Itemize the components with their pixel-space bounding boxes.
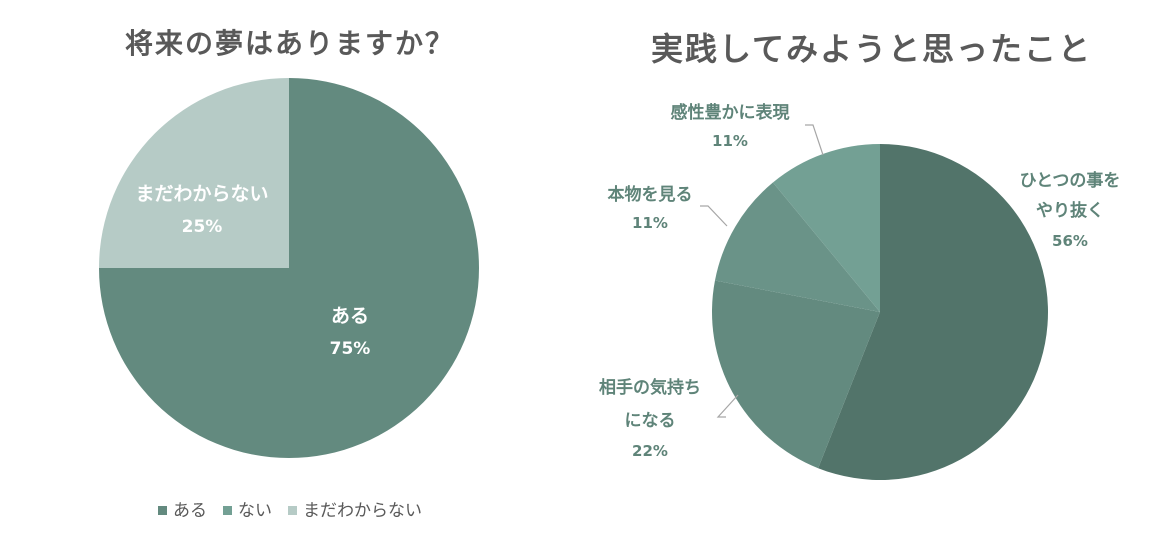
- slice-value-4: 11%: [712, 132, 748, 150]
- slice-value-3: 25%: [182, 217, 223, 237]
- slice-label-2: 相手の気持ち: [599, 377, 701, 398]
- pie-slice-1: [818, 144, 1048, 480]
- chart-left-legend: ある ない まだわからない: [0, 496, 580, 521]
- leader-line-2: [716, 394, 739, 418]
- legend-label: ある: [173, 501, 207, 521]
- legend-item-2: ない: [223, 496, 272, 521]
- slice-label-3: 本物を見る: [608, 184, 693, 205]
- legend-label: ない: [238, 501, 272, 521]
- slice-label-3: まだわからない: [135, 183, 268, 205]
- chart-left-title: 将来の夢はありますか？: [124, 27, 455, 60]
- slice-label-1: ある: [331, 305, 369, 327]
- chart-left-svg: ある 75% まだわからない 25%: [99, 78, 479, 458]
- slice-value-1: 75%: [330, 339, 371, 359]
- slice-label-2: になる: [625, 411, 676, 431]
- pie-slice-2: [712, 280, 880, 469]
- leader-line-3: [700, 205, 728, 227]
- slice-value-2: 22%: [632, 442, 668, 460]
- slice-value-1: 56%: [1052, 232, 1088, 250]
- chart-right-title: 実践してみようと思ったこと: [650, 30, 1093, 68]
- pie-slice-4: [772, 144, 880, 312]
- legend-swatch: [288, 505, 297, 515]
- legend-swatch: [158, 505, 167, 515]
- slice-label-1: やり抜く: [1036, 200, 1104, 221]
- legend-label: まだわからない: [303, 501, 422, 521]
- legend-item-1: ある: [158, 496, 207, 521]
- chart-right-panel: 実践してみようと思ったこと ひとつの事を やり抜く 56% 相手の気持ち になる 22% 本…: [580, 0, 1163, 539]
- chart-left-panel: 将来の夢はありますか？ ある 75% まだわからない 25% ある ない まだわからない: [0, 0, 580, 539]
- slice-value-3: 11%: [632, 214, 668, 232]
- leader-line-4: [805, 124, 824, 156]
- legend-swatch: [223, 505, 232, 515]
- slice-label-4: 感性豊かに表現: [671, 102, 790, 123]
- pie-slice-3: [714, 182, 880, 312]
- pie-slice-3: [99, 78, 289, 268]
- slice-label-1: ひとつの事を: [1020, 171, 1121, 191]
- legend-item-3: まだわからない: [288, 496, 422, 521]
